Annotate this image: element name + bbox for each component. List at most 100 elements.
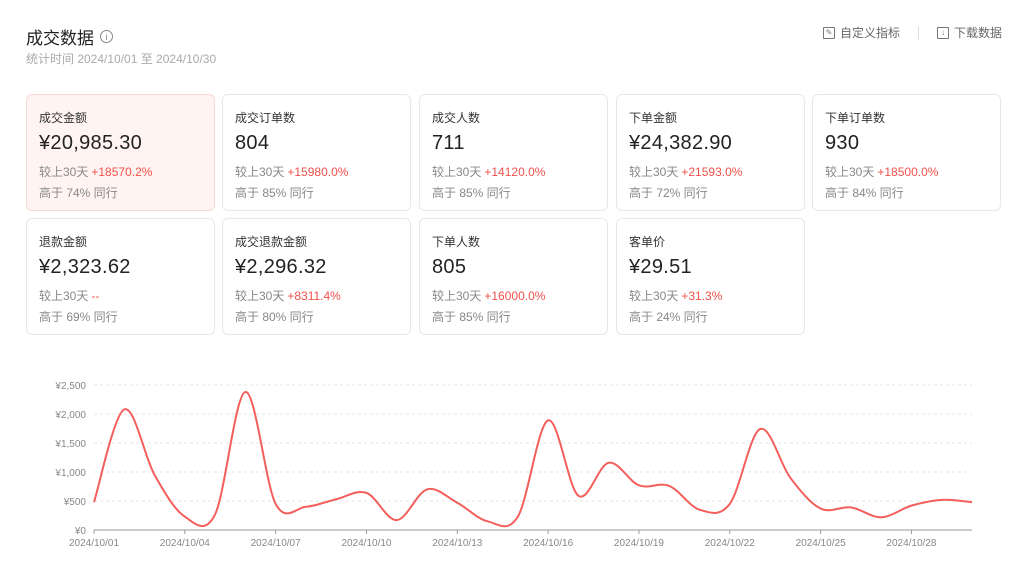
- data-point[interactable]: [877, 513, 885, 521]
- download-label: 下载数据: [953, 26, 1002, 40]
- metric-compare: 较上30天 +21593.0%: [629, 163, 792, 180]
- data-point[interactable]: [907, 502, 915, 510]
- metric-label: 成交订单数: [235, 111, 296, 125]
- peer-rank: 高于 74% 同行: [39, 186, 118, 200]
- data-point[interactable]: [423, 485, 431, 493]
- peer-rank: 高于 85% 同行: [235, 186, 314, 200]
- metric-value: 805: [432, 256, 467, 278]
- metric-compare: 较上30天 +31.3%: [629, 287, 792, 304]
- data-point[interactable]: [847, 503, 855, 511]
- peer-rank: 高于 84% 同行: [825, 186, 904, 200]
- metric-label: 下单金额: [629, 111, 678, 125]
- x-tick-label: 2024/10/28: [886, 538, 936, 549]
- compare-label: 较上30天: [432, 289, 482, 303]
- metric-card[interactable]: 退款金额 ¥2,323.62 较上30天 -- 高于 69% 同行: [26, 218, 215, 335]
- info-icon[interactable]: i: [100, 30, 113, 43]
- y-tick-label: ¥0: [74, 526, 87, 537]
- date-range: 统计时间 2024/10/01 至 2024/10/30: [26, 52, 217, 66]
- data-point[interactable]: [726, 500, 734, 508]
- peer-rank: 高于 69% 同行: [39, 310, 118, 324]
- data-point[interactable]: [605, 459, 613, 467]
- metric-label: 退款金额: [39, 235, 88, 249]
- data-point[interactable]: [938, 496, 946, 504]
- metric-value: ¥2,323.62: [39, 256, 131, 278]
- compare-label: 较上30天: [235, 289, 285, 303]
- header-actions: ✎ 自定义指标 ↓ 下载数据: [822, 24, 1002, 41]
- title-text: 成交数据: [26, 29, 94, 48]
- change-value: +8311.4%: [287, 289, 341, 303]
- change-value: +18500.0%: [877, 165, 939, 179]
- metric-value: ¥20,985.30: [39, 132, 143, 154]
- metric-label: 下单人数: [432, 235, 481, 249]
- data-point[interactable]: [211, 510, 219, 518]
- metric-card[interactable]: 成交人数 711 较上30天 +14120.0% 高于 85% 同行: [419, 94, 608, 211]
- divider: [917, 25, 919, 40]
- data-point[interactable]: [90, 498, 98, 506]
- data-point[interactable]: [393, 516, 401, 524]
- change-value: +18570.2%: [91, 165, 153, 179]
- y-tick-label: ¥2,500: [54, 381, 86, 392]
- data-point[interactable]: [544, 416, 552, 424]
- data-point[interactable]: [120, 405, 128, 413]
- change-value: +21593.0%: [681, 165, 743, 179]
- data-point[interactable]: [514, 513, 522, 521]
- y-tick-label: ¥500: [63, 497, 87, 508]
- metric-label: 成交金额: [39, 111, 88, 125]
- data-point[interactable]: [151, 471, 159, 479]
- compare-label: 较上30天: [39, 289, 89, 303]
- compare-label: 较上30天: [629, 289, 679, 303]
- change-value: --: [91, 289, 100, 303]
- data-point[interactable]: [574, 492, 582, 500]
- data-point[interactable]: [181, 513, 189, 521]
- x-tick-label: 2024/10/07: [251, 538, 301, 549]
- data-point[interactable]: [453, 499, 461, 507]
- peer-rank: 高于 85% 同行: [432, 186, 511, 200]
- data-point[interactable]: [272, 500, 280, 508]
- data-point[interactable]: [696, 506, 704, 514]
- x-tick-label: 2024/10/25: [796, 538, 846, 549]
- download-button[interactable]: ↓ 下载数据: [936, 24, 1002, 41]
- x-tick-label: 2024/10/04: [160, 538, 210, 549]
- metric-label: 成交人数: [432, 111, 481, 125]
- data-point[interactable]: [968, 498, 976, 506]
- metric-value: 804: [235, 132, 270, 154]
- metric-compare: 较上30天 +18500.0%: [825, 163, 988, 180]
- metric-card[interactable]: 下单订单数 930 较上30天 +18500.0% 高于 84% 同行: [812, 94, 1001, 211]
- peer-rank: 高于 85% 同行: [432, 310, 511, 324]
- metric-compare: 较上30天 +8311.4%: [235, 287, 398, 304]
- compare-label: 较上30天: [432, 165, 482, 179]
- x-tick-label: 2024/10/01: [69, 538, 119, 549]
- peer-rank: 高于 80% 同行: [235, 310, 314, 324]
- data-point[interactable]: [635, 481, 643, 489]
- data-point[interactable]: [241, 388, 249, 396]
- metric-card[interactable]: 成交订单数 804 较上30天 +15980.0% 高于 85% 同行: [222, 94, 411, 211]
- metric-card[interactable]: 成交退款金额 ¥2,296.32 较上30天 +8311.4% 高于 80% 同行: [222, 218, 411, 335]
- data-point[interactable]: [484, 517, 492, 525]
- peer-rank: 高于 72% 同行: [629, 186, 708, 200]
- compare-label: 较上30天: [39, 165, 89, 179]
- compare-label: 较上30天: [235, 165, 285, 179]
- download-icon: ↓: [936, 26, 949, 39]
- metric-card[interactable]: 成交金额 ¥20,985.30 较上30天 +18570.2% 高于 74% 同行: [26, 94, 215, 211]
- metric-value: 930: [825, 132, 860, 154]
- data-point[interactable]: [665, 482, 673, 490]
- data-point[interactable]: [817, 505, 825, 513]
- metric-card[interactable]: 下单人数 805 较上30天 +16000.0% 高于 85% 同行: [419, 218, 608, 335]
- data-point[interactable]: [332, 495, 340, 503]
- data-point[interactable]: [786, 474, 794, 482]
- series-line: [93, 390, 973, 528]
- metric-compare: 较上30天 +15980.0%: [235, 163, 398, 180]
- change-value: +31.3%: [681, 289, 723, 303]
- metric-card[interactable]: 客单价 ¥29.51 较上30天 +31.3% 高于 24% 同行: [616, 218, 805, 335]
- data-point[interactable]: [302, 503, 310, 511]
- data-point[interactable]: [362, 489, 370, 497]
- metric-card[interactable]: 下单金额 ¥24,382.90 较上30天 +21593.0% 高于 72% 同行: [616, 94, 805, 211]
- change-value: +15980.0%: [287, 165, 349, 179]
- metric-value: ¥29.51: [629, 256, 692, 278]
- data-point[interactable]: [756, 425, 764, 433]
- custom-metrics-button[interactable]: ✎ 自定义指标: [822, 24, 900, 41]
- x-tick-label: 2024/10/19: [614, 538, 664, 549]
- metric-value: ¥24,382.90: [629, 132, 733, 154]
- metric-label: 客单价: [629, 235, 666, 249]
